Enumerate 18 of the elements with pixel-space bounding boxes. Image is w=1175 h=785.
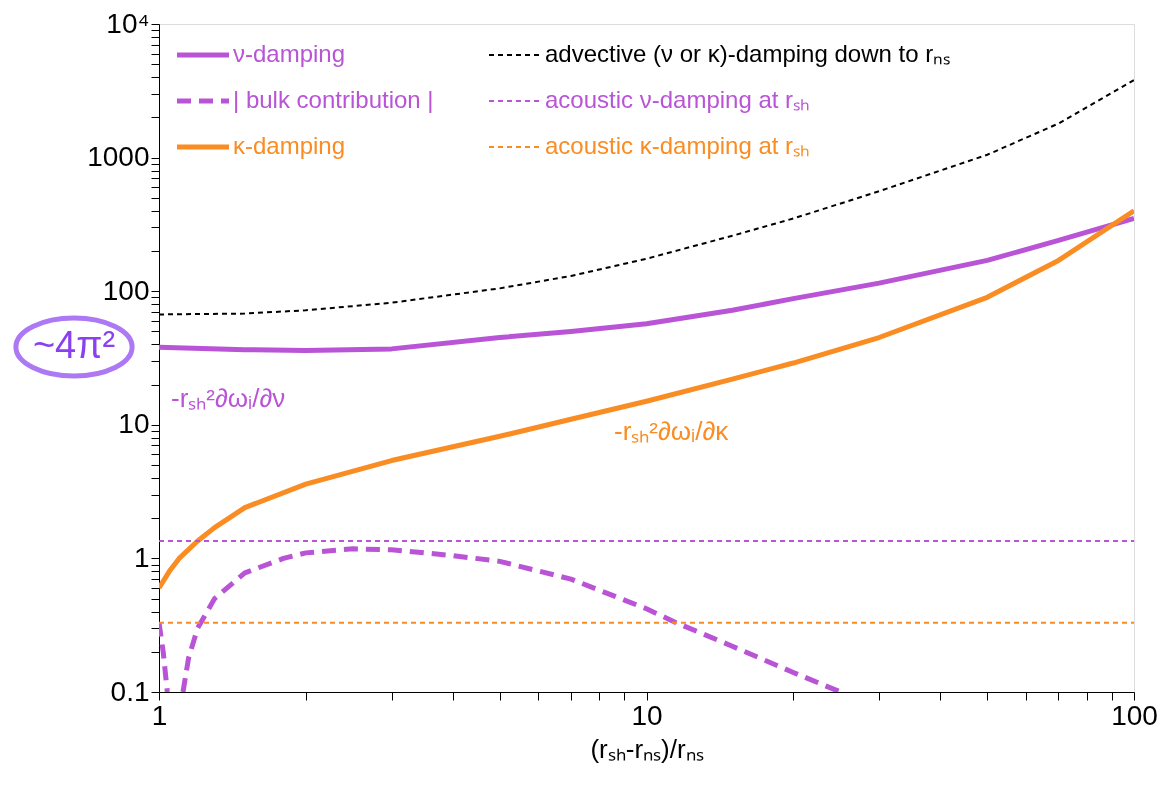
legend-label: advective (ν or κ)-damping down to rₙₛ — [545, 40, 951, 67]
y-tick-label: 0.1 — [110, 675, 150, 707]
text: ~4π² — [32, 324, 116, 366]
x-tick-label: 10 — [631, 699, 663, 731]
y-tick-label: 100 — [102, 274, 150, 306]
legend-label: acoustic ν-damping at rₛₕ — [545, 86, 811, 113]
legend-label: κ-damping — [233, 132, 346, 159]
x-tick-label: 100 — [1111, 699, 1158, 731]
y-tick-label: 10 — [118, 408, 150, 440]
legend-label: acoustic κ-damping at rₛₕ — [545, 132, 811, 159]
y-tick-label: 10⁴ — [106, 7, 150, 39]
annotation: -rₛₕ²∂ωᵢ/∂κ — [614, 416, 730, 446]
y-tick-label: 1 — [133, 541, 150, 573]
annotation: -rₛₕ²∂ωᵢ/∂ν — [171, 383, 286, 413]
legend-label: ν-damping — [233, 40, 346, 67]
x-axis-title: (rₛₕ-rₙₛ)/rₙₛ — [590, 733, 704, 764]
legend-label: | bulk contribution | — [233, 86, 434, 113]
y-tick-label: 1000 — [87, 141, 150, 173]
